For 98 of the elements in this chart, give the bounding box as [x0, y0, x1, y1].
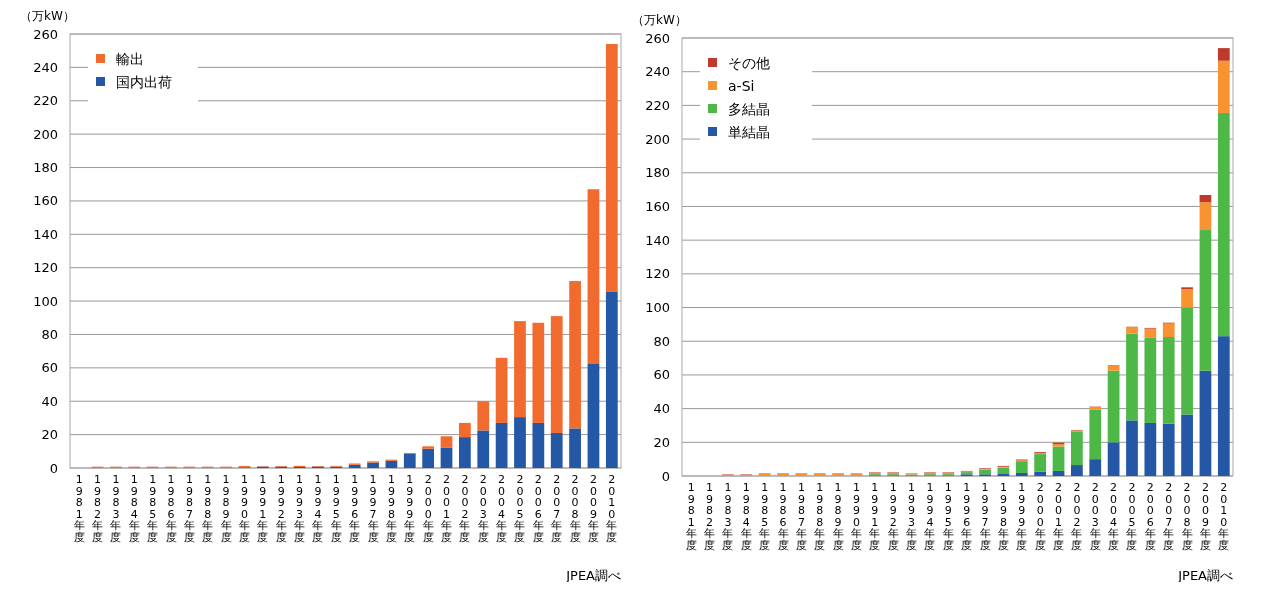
x-tick-label: 1986年度	[165, 473, 177, 544]
x-tick-label: 2002年度	[1071, 481, 1083, 552]
x-tick-label: 1983年度	[110, 473, 122, 544]
x-tick-label: 2005年度	[514, 473, 526, 544]
x-tick-label: 1986年度	[777, 481, 789, 552]
x-tick-label: 1999年度	[404, 473, 416, 544]
legend-label: a-Si	[728, 77, 755, 94]
x-tick-label: 2002年度	[459, 473, 471, 544]
x-tick-label: 2005年度	[1126, 481, 1138, 552]
y-axis-title: （万kW）	[20, 9, 75, 23]
x-tick-label: 1996年度	[349, 473, 361, 544]
y-tick-label: 180	[33, 160, 58, 176]
y-tick-label: 240	[33, 59, 58, 75]
x-tick-label: 2010年度	[1218, 481, 1230, 552]
x-tick-label: 1995年度	[330, 473, 342, 544]
x-tick-label: 1992年度	[887, 481, 899, 552]
y-tick-label: 120	[645, 266, 670, 282]
x-tick-label: 2006年度	[532, 473, 544, 544]
y-tick-label: 180	[645, 165, 670, 181]
x-tick-label: 1989年度	[220, 473, 232, 544]
x-tick-label: 1994年度	[924, 481, 936, 552]
x-tick-label: 1988年度	[202, 473, 214, 544]
legend-label: 国内出荷	[116, 73, 172, 90]
x-tick-label: 2009年度	[587, 473, 599, 544]
x-tick-label: 2008年度	[1181, 481, 1193, 552]
x-tick-label: 1990年度	[238, 473, 250, 544]
y-tick-label: 40	[41, 393, 58, 409]
x-tick-label: 1987年度	[795, 481, 807, 552]
y-tick-label: 0	[49, 460, 58, 476]
x-tick-label: 1982年度	[704, 481, 716, 552]
x-tick-label: 2003年度	[1089, 481, 1101, 552]
x-tick-label: 1985年度	[759, 481, 771, 552]
x-tick-label: 1993年度	[294, 473, 306, 544]
x-tick-label: 1992年度	[275, 473, 287, 544]
y-tick-label: 160	[33, 193, 58, 209]
x-tick-label: 1989年度	[832, 481, 844, 552]
x-tick-label: 1998年度	[385, 473, 397, 544]
y-tick-label: 160	[645, 199, 670, 215]
x-tick-label: 1984年度	[128, 473, 140, 544]
x-tick-label: 2001年度	[441, 473, 453, 544]
y-axis-title: （万kW）	[632, 13, 687, 27]
y-tick-label: 240	[645, 64, 670, 80]
x-tick-label: 2007年度	[1163, 481, 1175, 552]
x-tick-label: 1998年度	[997, 481, 1009, 552]
x-tick-label: 2003年度	[477, 473, 489, 544]
y-tick-label: 260	[645, 30, 670, 46]
x-tick-label: 1991年度	[869, 481, 881, 552]
x-tick-label: 1981年度	[685, 481, 697, 552]
x-tick-label: 2009年度	[1199, 481, 1211, 552]
y-tick-label: 80	[653, 333, 670, 349]
y-tick-label: 80	[41, 327, 58, 343]
x-tick-label: 1995年度	[942, 481, 954, 552]
x-tick-label: 1985年度	[147, 473, 159, 544]
y-tick-label: 260	[33, 26, 58, 42]
x-tick-label: 2006年度	[1144, 481, 1156, 552]
x-tick-label: 1990年度	[850, 481, 862, 552]
x-tick-label: 1981年度	[73, 473, 85, 544]
x-tick-label: 1997年度	[979, 481, 991, 552]
x-tick-label: 2001年度	[1053, 481, 1065, 552]
legend-label: 多結晶	[728, 100, 770, 117]
y-tick-label: 120	[33, 260, 58, 276]
x-tick-label: 2000年度	[1034, 481, 1046, 552]
x-tick-label: 1987年度	[183, 473, 195, 544]
y-tick-label: 100	[645, 300, 670, 316]
x-tick-label: 1993年度	[906, 481, 918, 552]
x-tick-label: 1982年度	[92, 473, 104, 544]
x-tick-label: 2008年度	[569, 473, 581, 544]
x-tick-label: 2010年度	[606, 473, 618, 544]
x-tick-label: 1994年度	[312, 473, 324, 544]
legend-label: 単結晶	[728, 123, 770, 140]
y-tick-label: 200	[33, 126, 58, 142]
x-tick-label: 2007年度	[551, 473, 563, 544]
x-tick-label: 1997年度	[367, 473, 379, 544]
x-tick-label: 1996年度	[961, 481, 973, 552]
y-tick-label: 0	[661, 468, 670, 484]
y-tick-label: 140	[645, 232, 670, 248]
x-tick-label: 1999年度	[1016, 481, 1028, 552]
x-tick-label: 1988年度	[814, 481, 826, 552]
legend-label: その他	[728, 54, 770, 71]
y-tick-label: 100	[33, 293, 58, 309]
x-tick-label: 1983年度	[722, 481, 734, 552]
text: JPEA調べ	[565, 568, 621, 583]
legend-label: 輸出	[116, 50, 144, 67]
y-tick-label: 60	[653, 367, 670, 383]
y-tick-label: 200	[645, 131, 670, 147]
x-tick-label: 1991年度	[257, 473, 269, 544]
y-tick-label: 60	[41, 360, 58, 376]
x-tick-label: 2004年度	[1108, 481, 1120, 552]
y-tick-label: 20	[653, 434, 670, 450]
y-tick-label: 20	[41, 427, 58, 443]
y-tick-label: 220	[645, 97, 670, 113]
y-tick-label: 140	[33, 226, 58, 242]
x-tick-label: 2004年度	[496, 473, 508, 544]
text: JPEA調べ	[1177, 568, 1233, 583]
x-tick-label: 1984年度	[740, 481, 752, 552]
y-tick-label: 220	[33, 93, 58, 109]
x-tick-label: 2000年度	[422, 473, 434, 544]
y-tick-label: 40	[653, 401, 670, 417]
